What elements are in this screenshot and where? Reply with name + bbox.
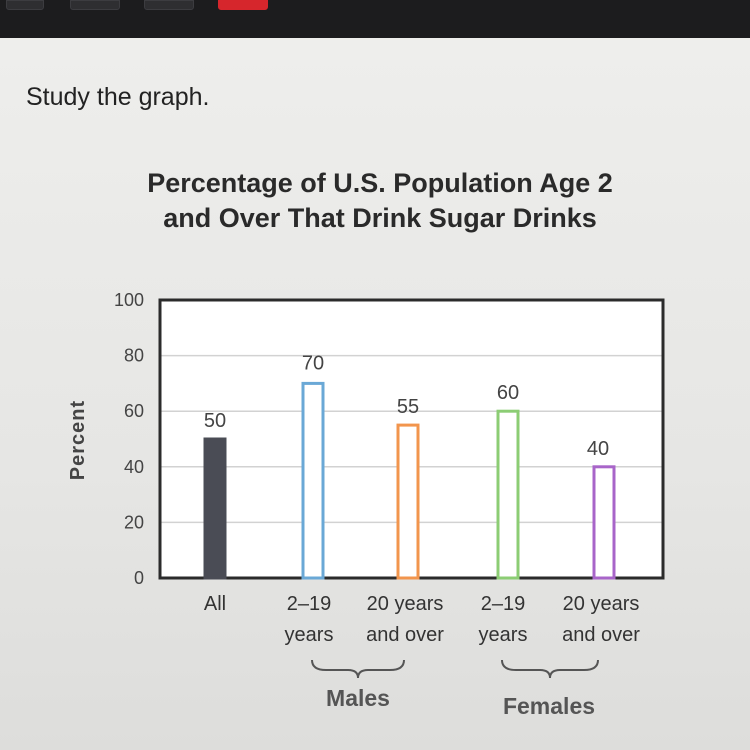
x-tick-label-line2: years: [285, 624, 334, 646]
y-axis-label: Percent: [67, 400, 89, 480]
question-prompt: Study the graph.: [26, 83, 210, 111]
bar: [592, 465, 616, 580]
group-brace: [501, 659, 599, 679]
toolbar-tab[interactable]: [144, 0, 194, 10]
bar: [496, 409, 520, 580]
group-brace: [311, 659, 405, 679]
bar-value-label: 50: [204, 410, 226, 432]
x-tick-label: 20 years: [367, 593, 444, 615]
y-tick-label: 60: [124, 401, 144, 421]
y-tick-label: 100: [114, 290, 144, 310]
x-tick-label-line2: and over: [366, 624, 444, 646]
bar-value-label: 60: [497, 382, 519, 404]
x-tick-label-line2: and over: [562, 624, 640, 646]
browser-toolbar: [0, 0, 750, 38]
chart-title: Percentage of U.S. Population Age 2 and …: [60, 166, 700, 236]
toolbar-tab-active[interactable]: [218, 0, 268, 10]
bar-value-label: 40: [587, 438, 609, 460]
chart-title-line-2: and Over That Drink Sugar Drinks: [163, 203, 597, 233]
bar: [301, 381, 325, 580]
y-tick-label: 80: [124, 346, 144, 366]
y-tick-label: 0: [134, 568, 144, 588]
x-tick-label: 2–19: [287, 593, 332, 615]
chart-title-line-1: Percentage of U.S. Population Age 2: [147, 168, 613, 198]
y-tick-label: 40: [124, 457, 144, 477]
bar: [396, 423, 420, 580]
x-tick-label: All: [204, 593, 226, 615]
x-tick-label: 2–19: [481, 593, 526, 615]
bar-value-label: 55: [397, 396, 419, 418]
toolbar-tab[interactable]: [6, 0, 44, 10]
toolbar-tab[interactable]: [70, 0, 120, 10]
bar-value-label: 70: [302, 352, 324, 374]
group-label: Males: [326, 685, 390, 711]
group-label: Females: [503, 693, 595, 719]
y-tick-label: 20: [124, 512, 144, 532]
bar: [203, 437, 227, 580]
x-tick-label: 20 years: [563, 593, 640, 615]
x-tick-label-line2: years: [479, 624, 528, 646]
